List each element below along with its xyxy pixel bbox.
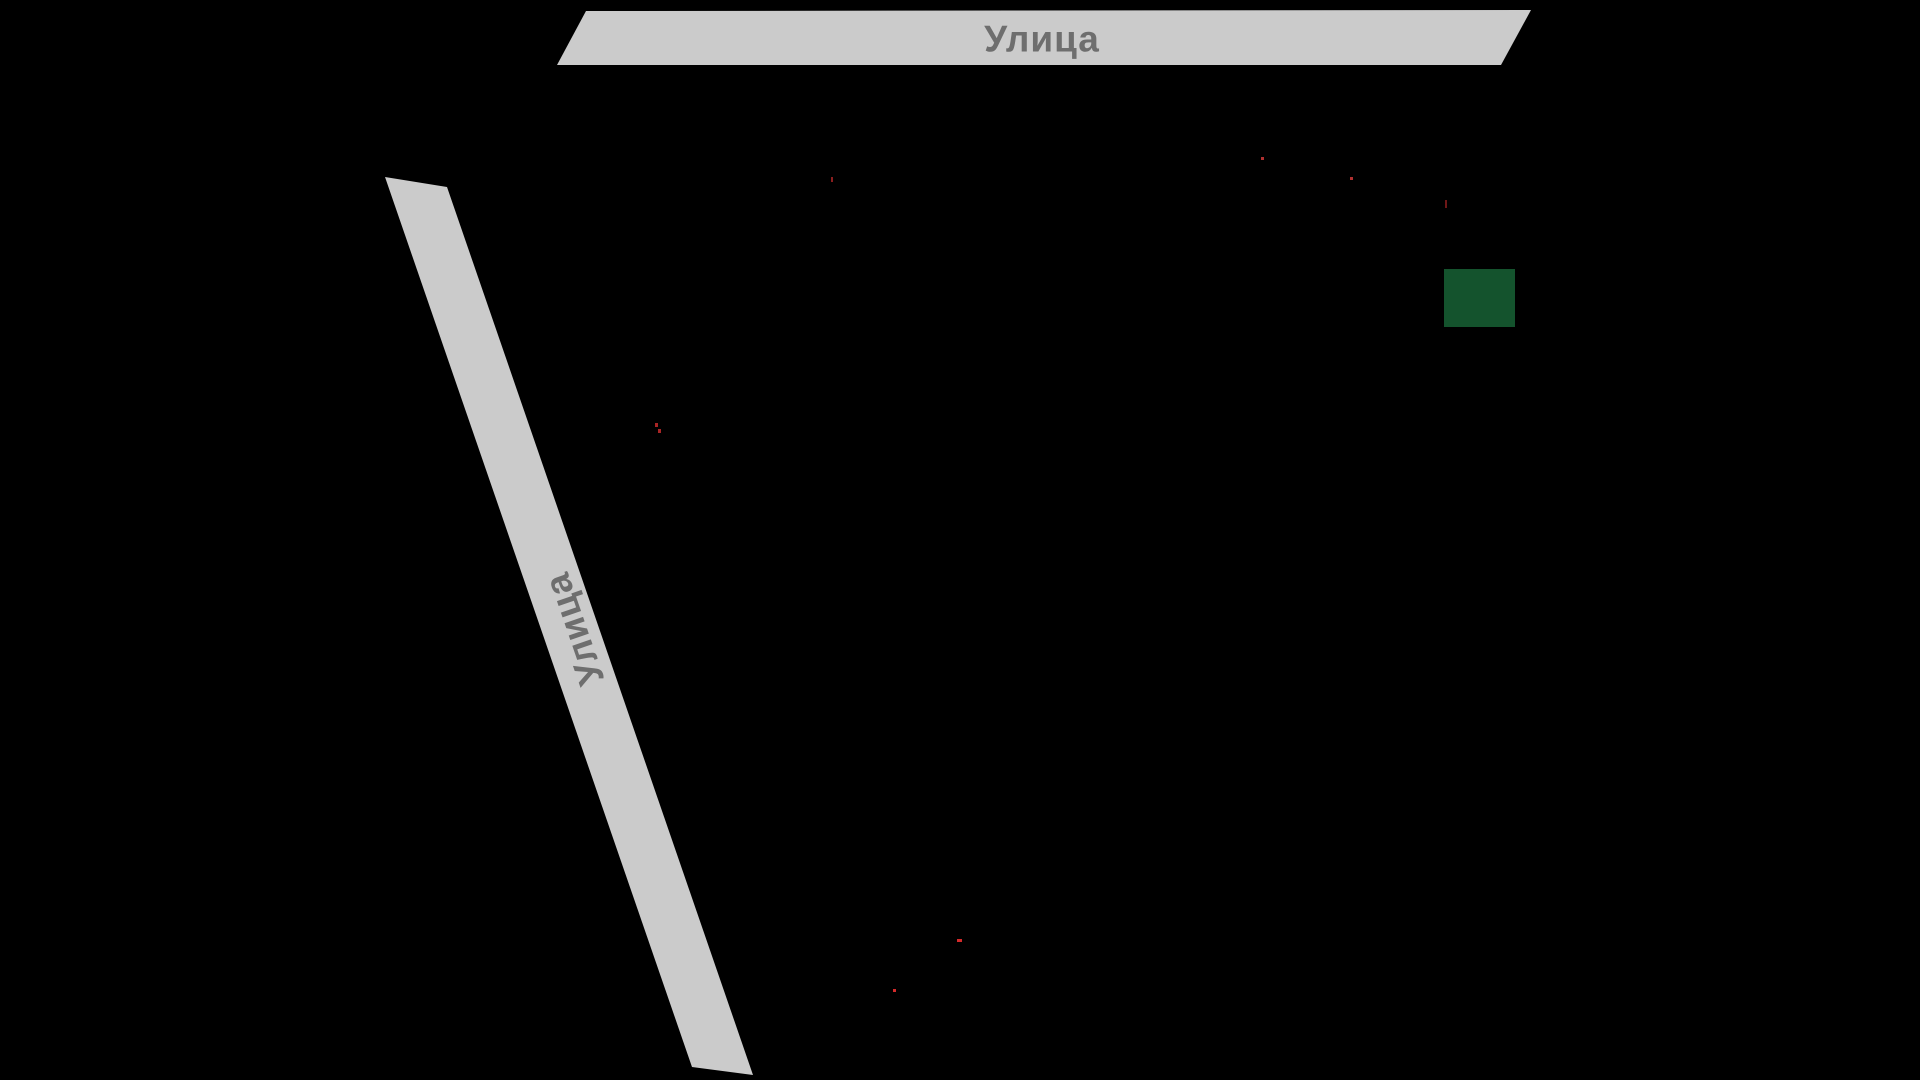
address-marker[interactable] bbox=[658, 429, 661, 433]
address-marker[interactable] bbox=[957, 939, 962, 942]
address-marker[interactable] bbox=[1350, 177, 1353, 180]
street-label-top: Улица bbox=[984, 19, 1100, 60]
address-markers bbox=[655, 157, 1447, 992]
address-marker[interactable] bbox=[1261, 157, 1264, 160]
address-marker[interactable] bbox=[893, 989, 896, 992]
address-marker[interactable] bbox=[831, 177, 833, 182]
street-band-top[interactable] bbox=[557, 10, 1531, 65]
street-band-left[interactable] bbox=[385, 177, 753, 1075]
green-area-block[interactable] bbox=[1444, 269, 1515, 327]
address-marker[interactable] bbox=[655, 423, 658, 427]
address-marker[interactable] bbox=[1445, 200, 1447, 208]
